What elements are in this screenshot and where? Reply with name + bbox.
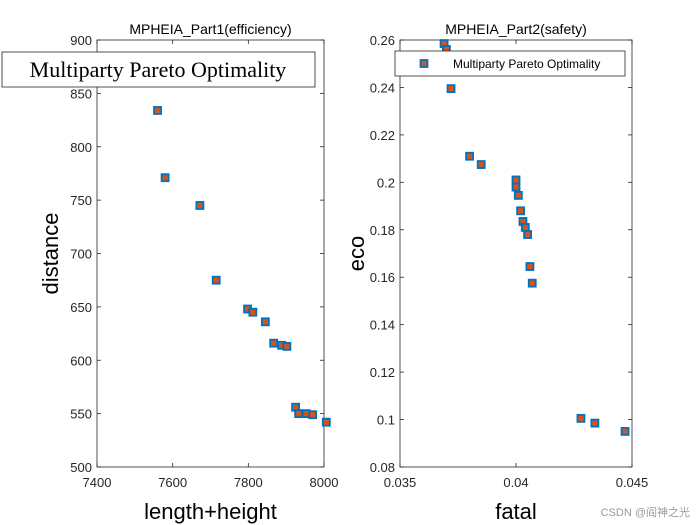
y-tick-label: 0.26 [370, 33, 395, 48]
data-point [620, 427, 630, 436]
data-point [260, 317, 270, 327]
y-tick-label: 0.12 [370, 365, 395, 380]
y-tick-label: 0.16 [370, 270, 395, 285]
y-tick-label: 0.08 [370, 460, 395, 475]
data-point [576, 413, 586, 423]
data-point [248, 307, 258, 317]
legend-label: Multiparty Pareto Optimality [30, 57, 287, 82]
data-point [160, 173, 170, 183]
data-point [516, 206, 526, 216]
data-point [527, 278, 537, 288]
y-tick-label: 650 [70, 300, 92, 315]
y-tick-label: 0.22 [370, 128, 395, 143]
legend-box [394, 50, 626, 77]
y-tick-label: 850 [70, 86, 92, 101]
data-point [153, 106, 162, 115]
x-tick-label: 7600 [158, 475, 187, 490]
data-point [511, 182, 521, 192]
legend-label: Multiparty Pareto Optimality [453, 57, 600, 71]
data-point [195, 201, 205, 210]
data-point [525, 262, 535, 271]
x-tick-label: 7400 [83, 475, 112, 490]
data-point [282, 341, 292, 351]
y-tick-label: 0.18 [370, 223, 395, 238]
x-tick-label: 0.04 [503, 475, 528, 490]
data-point [446, 84, 456, 94]
y-tick-label: 900 [70, 33, 92, 48]
data-point [590, 418, 600, 428]
data-point [211, 275, 221, 285]
data-point [465, 151, 475, 161]
x-tick-label: 7800 [234, 475, 263, 490]
y-tick-label: 0.1 [377, 413, 395, 428]
plot-area [96, 39, 325, 468]
y-axis-label: distance [38, 213, 63, 295]
x-tick-label: 0.045 [616, 475, 649, 490]
legend-box [1, 51, 316, 88]
chart-title: MPHEIA_Part2(safety) [445, 21, 587, 37]
data-point [308, 410, 318, 420]
y-tick-label: 500 [70, 460, 92, 475]
y-axis-label: eco [344, 236, 369, 271]
chart-safety: 0.035 0.04 0.045 0.08 0.1 0.12 0.14 0.16 0.18 0.2… [344, 21, 648, 524]
y-tick-label: 800 [70, 140, 92, 155]
legend-marker [419, 59, 429, 68]
data-point [476, 160, 486, 169]
y-tick-label: 750 [70, 193, 92, 208]
y-tick-label: 600 [70, 353, 92, 368]
data-point [511, 175, 521, 185]
data-point [513, 190, 523, 200]
data-point [321, 417, 331, 427]
y-tick-label: 550 [70, 407, 92, 422]
chart-efficiency: 7400 7600 7800 8000 500 550 600 650 700 750 800 850… [1, 21, 339, 524]
chart-title: MPHEIA_Part1(efficiency) [129, 21, 291, 37]
data-point [523, 230, 532, 239]
y-tick-label: 0.2 [377, 175, 395, 190]
x-axis-label: length+height [144, 499, 277, 524]
data-point [520, 223, 530, 232]
x-tick-label: 8000 [310, 475, 339, 490]
plot-area [399, 39, 633, 468]
data-point [294, 409, 304, 419]
x-axis-label: fatal [495, 499, 537, 524]
y-tick-label: 0.14 [370, 318, 395, 333]
y-tick-label: 700 [70, 247, 92, 262]
x-tick-label: 0.035 [384, 475, 417, 490]
y-tick-label: 0.24 [370, 80, 395, 95]
watermark: CSDN @阎神之光 [601, 505, 690, 519]
data-point [269, 338, 279, 348]
